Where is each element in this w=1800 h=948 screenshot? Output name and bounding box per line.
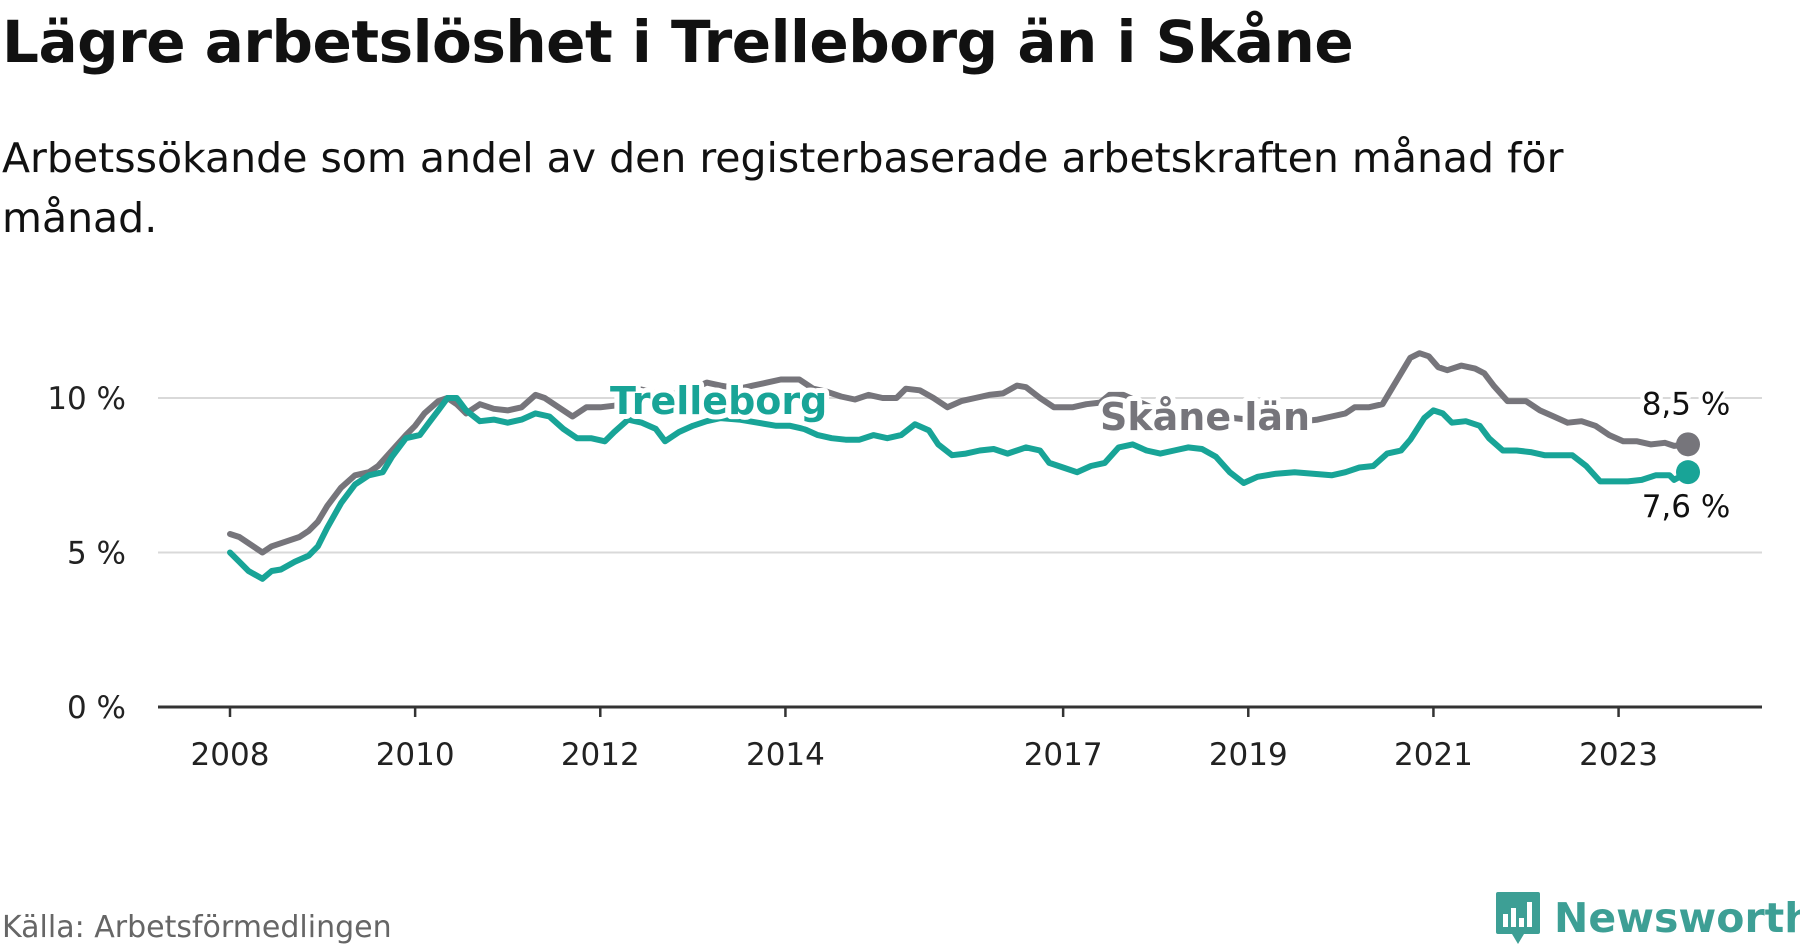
chart-title: Lägre arbetslöshet i Trelleborg än i Skå… — [2, 8, 1354, 76]
end-value-label-trelleborg: 7,6 % — [1642, 489, 1731, 525]
x-axis — [158, 705, 1762, 717]
y-tick-labels: 0 % 5 % 10 % — [47, 381, 126, 726]
y-tick-label: 10 % — [47, 381, 126, 417]
x-tick-label: 2023 — [1579, 737, 1658, 773]
end-marker-sk-ne-l-n — [1676, 432, 1700, 457]
chart-subtitle: Arbetssökande som andel av den registerb… — [2, 134, 1564, 242]
chart-bubble-icon — [1496, 892, 1540, 944]
x-tick-label: 2014 — [746, 737, 825, 773]
series-label-sk-ne-l-n: Skåne län — [1100, 395, 1310, 439]
source-note: Källa: Arbetsförmedlingen — [2, 910, 392, 945]
brand-logo: Newsworthy — [1494, 890, 1800, 946]
series-line-trelleborg — [227, 395, 1691, 582]
y-tick-label: 0 % — [67, 690, 126, 726]
end-value-label-sk-ne-l-n: 8,5 % — [1642, 386, 1731, 422]
x-tick-label: 2019 — [1209, 737, 1288, 773]
y-tick-label: 5 % — [67, 536, 126, 572]
x-tick-label: 2021 — [1394, 737, 1473, 773]
series-labels: Skåne län 8,5 % Trelleborg 7,6 % — [605, 374, 1734, 529]
end-marker-trelleborg — [1676, 460, 1700, 485]
brand-name: Newsworthy — [1554, 894, 1800, 942]
gridlines — [158, 397, 1762, 554]
x-tick-label: 2017 — [1024, 737, 1103, 773]
x-tick-label: 2010 — [376, 737, 455, 773]
x-tick-label: 2008 — [191, 737, 270, 773]
x-tick-labels: 2008 2010 2012 2014 2017 2019 2021 2023 — [191, 737, 1658, 773]
x-tick-label: 2012 — [561, 737, 640, 773]
series-label-trelleborg: Trelleborg — [610, 379, 827, 423]
series-lines — [227, 350, 1700, 582]
